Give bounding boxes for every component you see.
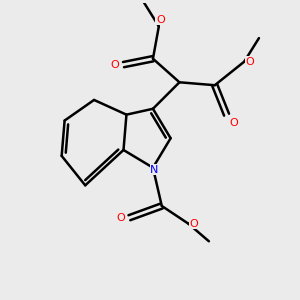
Text: O: O	[246, 57, 254, 67]
Text: O: O	[190, 219, 199, 229]
Text: O: O	[116, 213, 125, 223]
Text: O: O	[156, 15, 165, 25]
Text: N: N	[150, 165, 159, 175]
Text: O: O	[230, 118, 238, 128]
Text: O: O	[110, 60, 119, 70]
